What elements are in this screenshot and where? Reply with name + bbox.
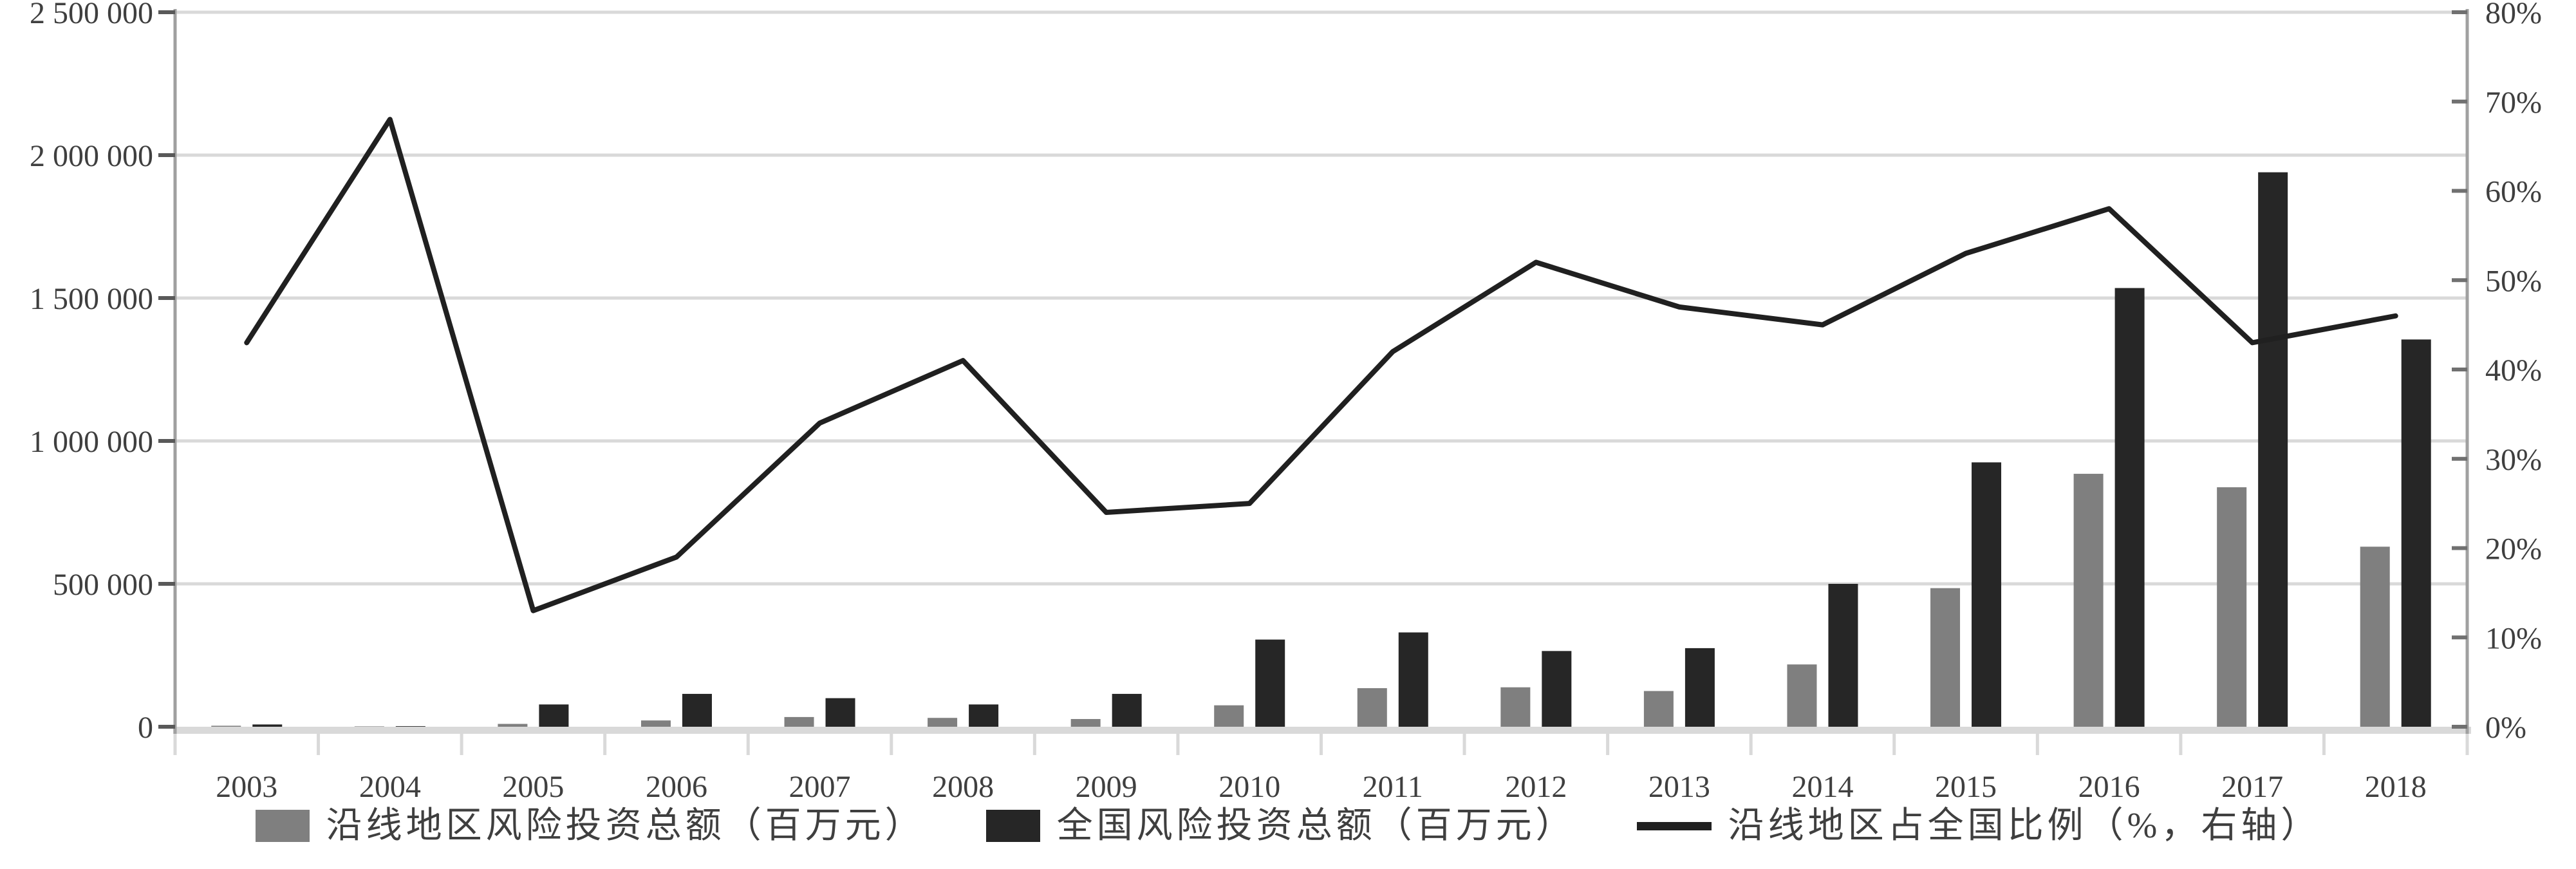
bar-belt-road-2004 (354, 726, 384, 727)
bar-belt-road-2017 (2217, 487, 2247, 727)
x-axis-label: 2009 (1076, 770, 1137, 804)
x-axis-label: 2008 (932, 770, 994, 804)
x-axis-label: 2004 (359, 770, 421, 804)
right-axis-label: 20% (2485, 532, 2542, 566)
legend-label: 沿线地区风险投资总额（百万元） (326, 806, 925, 846)
bar-national-2003 (252, 724, 283, 727)
x-axis-label: 2011 (1363, 770, 1423, 804)
bar-belt-road-2005 (498, 724, 528, 727)
bar-national-2009 (1112, 693, 1142, 727)
x-axis-label: 2010 (1218, 770, 1280, 804)
bar-national-2012 (1542, 651, 1572, 727)
x-axis-line (173, 727, 2471, 734)
line-swatch-icon (1636, 821, 1712, 830)
right-axis-label: 0% (2485, 711, 2526, 745)
bar-national-2005 (539, 704, 569, 727)
bar-belt-road-2010 (1214, 705, 1244, 727)
x-axis-label: 2014 (1791, 770, 1853, 804)
bar-belt-road-2018 (2360, 547, 2390, 727)
legend-label: 沿线地区占全国比例（%，右轴） (1728, 806, 2321, 846)
gray-bar-swatch-icon (255, 810, 310, 842)
x-axis-label: 2006 (646, 770, 707, 804)
bar-national-2014 (1828, 584, 1858, 727)
x-axis-label: 2016 (2078, 770, 2140, 804)
ratio-line-series (244, 117, 2398, 613)
bar-national-2011 (1398, 632, 1428, 727)
left-axis-label: 1 000 000 (30, 425, 153, 459)
x-axis-label: 2007 (789, 770, 851, 804)
bar-national-2013 (1685, 648, 1715, 727)
bar-belt-road-2015 (1930, 588, 1961, 727)
x-axis-label: 2015 (1935, 770, 1997, 804)
x-axis-label: 2017 (2221, 770, 2283, 804)
right-axis-label: 50% (2485, 264, 2542, 298)
bar-belt-road-2009 (1070, 719, 1101, 727)
left-axis-label: 2 500 000 (30, 0, 153, 30)
bar-belt-road-2014 (1787, 664, 1817, 727)
bar-national-2017 (2258, 172, 2288, 727)
legend-item-ratio-line: 沿线地区占全国比例（%，右轴） (1636, 806, 2321, 846)
bar-belt-road-2013 (1643, 691, 1674, 727)
left-axis-label: 0 (138, 711, 153, 745)
bar-national-2010 (1255, 639, 1285, 727)
bar-belt-road-2003 (211, 725, 241, 727)
right-axis-label: 30% (2485, 443, 2542, 477)
legend: 沿线地区风险投资总额（百万元） 全国风险投资总额（百万元） 沿线地区占全国比例（… (0, 808, 2576, 844)
bar-belt-road-2006 (640, 720, 671, 727)
x-axis-label: 2012 (1505, 770, 1567, 804)
left-axis-label: 2 000 000 (30, 139, 153, 173)
bar-belt-road-2016 (2073, 474, 2104, 727)
left-axis-label: 500 000 (53, 568, 153, 602)
bar-belt-road-2007 (784, 716, 814, 727)
bar-national-2018 (2401, 339, 2431, 727)
bar-national-2008 (969, 704, 999, 727)
legend-item-belt-road-bar: 沿线地区风险投资总额（百万元） (255, 806, 925, 846)
right-axis-label: 60% (2485, 175, 2542, 209)
right-axis-label: 70% (2485, 86, 2542, 120)
x-axis-label: 2018 (2365, 770, 2427, 804)
left-axis-label: 1 500 000 (30, 282, 153, 316)
right-axis-label: 10% (2485, 621, 2542, 655)
x-axis-label: 2005 (502, 770, 564, 804)
bar-national-2007 (825, 698, 855, 727)
black-bar-swatch-icon (985, 810, 1040, 842)
bar-belt-road-2012 (1500, 687, 1531, 727)
bar-belt-road-2011 (1357, 688, 1387, 727)
right-axis-label: 80% (2485, 0, 2542, 30)
legend-label: 全国风险投资总额（百万元） (1056, 806, 1576, 846)
bar-national-2016 (2114, 288, 2145, 727)
bar-national-2015 (1972, 462, 2002, 727)
bar-belt-road-2008 (928, 718, 958, 727)
right-axis-label: 40% (2485, 353, 2542, 388)
legend-item-national-bar: 全国风险投资总额（百万元） (985, 806, 1576, 846)
x-axis-label: 2013 (1648, 770, 1710, 804)
bar-national-2006 (682, 693, 712, 727)
x-axis-label: 2003 (216, 770, 277, 804)
bar-national-2004 (395, 726, 425, 727)
